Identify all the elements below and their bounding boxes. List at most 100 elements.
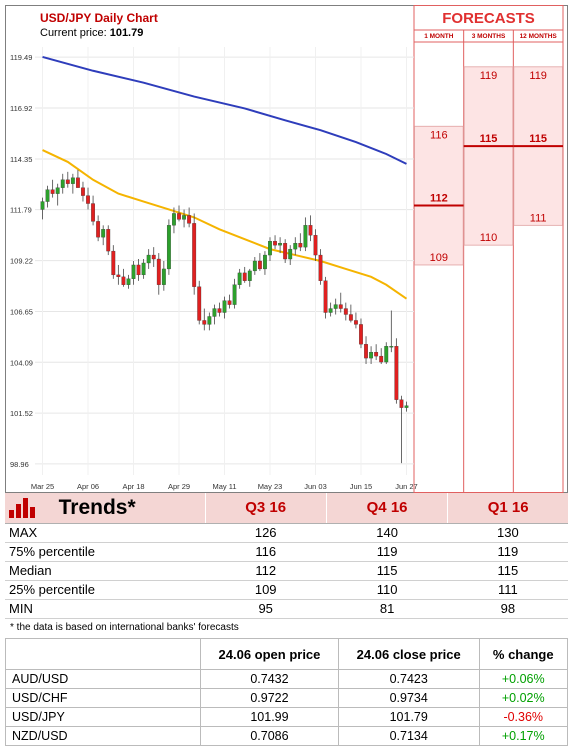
candle-body [217,308,222,313]
x-tick-label: May 11 [212,482,236,491]
bar-chart-icon [9,497,39,518]
trends-row-label: Median [5,561,205,581]
x-tick-label: Jun 03 [304,482,327,491]
candle-body [288,248,293,260]
candle-body [359,324,363,345]
candle-body [278,243,283,246]
y-tick-label: 109.22 [10,257,33,266]
prices-row: USD/CHF 0.9722 0.9734 +0.02% [5,688,568,708]
current-price-value: 101.79 [110,27,144,39]
forecasts-title: FORECASTS [442,10,535,27]
candle-body [101,229,106,238]
candle-body [136,264,141,276]
candle-body [343,308,348,315]
candle-body [55,187,60,194]
trends-cell: 119 [326,542,448,562]
candle-body [328,308,333,313]
prices-row: AUD/USD 0.7432 0.7423 +0.06% [5,669,568,689]
percent-change: +0.17% [478,726,568,746]
trends-cell: 95 [205,599,327,619]
trends-row-min: MIN 95 81 98 [5,599,568,619]
prices-row: NZD/USD 0.7086 0.7134 +0.17% [5,726,568,746]
trends-cell: 140 [326,523,448,543]
candle-body [177,213,181,220]
trends-cell: 110 [326,580,448,600]
x-tick-label: Apr 18 [122,482,144,491]
candle-body [273,241,277,246]
candle-body [70,177,75,184]
candle-body [333,304,338,309]
candle-body [131,264,136,279]
trends-row-label: 25% percentile [5,580,205,600]
prices-header: 24.06 open price 24.06 close price % cha… [5,638,568,670]
candle-body [389,346,394,348]
candle-body [212,308,217,317]
y-tick-label: 106.65 [10,308,33,317]
y-tick-label: 114.35 [10,155,32,164]
ma-line-yellow [42,149,408,300]
close-price: 0.7423 [337,669,480,689]
candle-body [263,254,267,270]
forecast-col-header: 3 MONTHS [472,33,506,40]
trends-cell: 81 [326,599,448,619]
x-tick-label: Jun 15 [350,482,373,491]
trends-row-median: Median 112 115 115 [5,561,568,581]
forecast-low-value: 111 [530,212,547,224]
y-tick-label: 111.79 [10,206,32,215]
forecast-low-value: 109 [430,252,448,264]
candle-body [338,304,343,309]
candle-body [121,276,126,285]
trends-title: Trends* [58,495,136,519]
candle-body [65,179,70,184]
forecast-high-value: 119 [480,70,498,82]
candle-body [75,177,80,188]
trends-cell: 126 [205,523,327,543]
prices-header-blank [5,638,201,670]
forecast-high-value: 119 [529,70,547,82]
candle-body [268,241,272,256]
trends-title-cell: Trends* [5,493,205,524]
candle-body [197,286,202,321]
candle-body [313,235,318,256]
y-tick-label: 116.92 [10,104,32,113]
candle-body [298,243,303,248]
candle-body [86,195,90,204]
candle-body [232,284,237,305]
candle-body [172,213,176,226]
percent-change: -0.36% [478,707,568,727]
candle-body [40,201,45,210]
trends-row-75: 75% percentile 116 119 119 [5,542,568,562]
trends-cell: 112 [205,561,327,581]
x-tick-label: May 23 [258,482,283,491]
candle-body [384,346,389,363]
pair-label: USD/CHF [5,688,201,708]
close-price: 101.79 [337,707,480,727]
candle-body [374,351,379,357]
x-tick-label: Apr 06 [77,482,99,491]
pair-label: AUD/USD [5,669,201,689]
y-tick-label: 104.09 [10,358,33,367]
ma-line-blue [42,55,407,165]
forecast-col-header: 12 MONTHS [520,33,558,40]
forecast-low-value: 110 [480,232,498,244]
candle-body [364,344,368,359]
open-price: 101.99 [200,707,339,727]
close-price: 0.9734 [337,688,480,708]
y-tick-label: 119.49 [10,53,32,62]
trends-cell: 98 [447,599,568,619]
candle-body [207,316,212,325]
candle-body [96,221,101,238]
candle-body [156,258,161,285]
x-tick-label: Apr 29 [168,482,190,491]
candle-body [141,262,146,276]
open-price: 0.9722 [200,688,339,708]
candle-body [151,254,156,260]
trends-cell: 115 [447,561,568,581]
prices-table: 24.06 open price 24.06 close price % cha… [5,638,568,746]
trends-cell: 116 [205,542,327,562]
trends-col-q4: Q4 16 [325,493,448,524]
x-tick-label: Jun 27 [395,482,418,491]
trends-row-label: MIN [5,599,205,619]
candle-body [354,320,358,325]
candle-body [257,260,262,270]
